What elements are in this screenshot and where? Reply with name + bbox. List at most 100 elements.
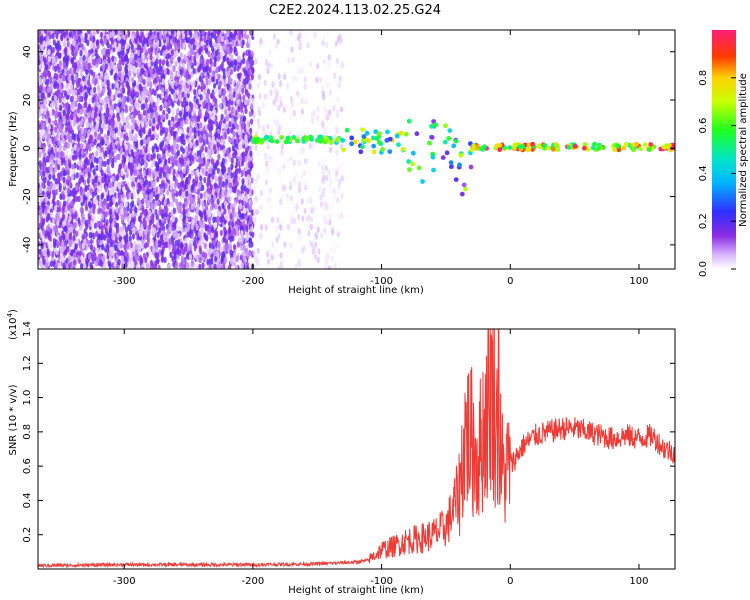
heatmap-cell — [94, 176, 98, 183]
heatmap-cell — [138, 75, 142, 83]
heatmap-cell — [171, 101, 175, 108]
heatmap-cell — [77, 77, 81, 85]
heatmap-cell — [244, 160, 248, 168]
heatmap-cell — [57, 262, 61, 269]
heatmap-cell — [47, 186, 51, 193]
heatmap-cell — [102, 30, 106, 34]
heatmap-cell — [229, 31, 233, 39]
heatmap-cell — [120, 74, 124, 82]
heatmap-cell — [76, 254, 80, 262]
heatmap-cell — [194, 32, 199, 39]
heatmap-cell — [47, 240, 51, 247]
heatmap-cell — [90, 161, 94, 169]
heatmap-cell — [114, 126, 118, 133]
heatmap-cell — [80, 254, 84, 262]
heatmap-cell — [204, 124, 208, 131]
heatmap-cell — [84, 62, 88, 69]
heatmap-cell — [42, 40, 46, 47]
heatmap-cell — [116, 173, 120, 180]
heatmap-cell — [106, 158, 110, 166]
heatmap-cell — [38, 177, 41, 184]
heatmap-cell — [161, 256, 165, 263]
heatmap-cell — [117, 129, 121, 137]
heatmap-cell — [99, 239, 103, 246]
heatmap-cell — [180, 227, 184, 234]
heatmap-cell — [144, 62, 148, 70]
heatmap-cell — [98, 199, 102, 206]
heatmap-cell — [158, 227, 162, 234]
heatmap-cell — [112, 186, 116, 193]
heatmap-cell — [186, 62, 190, 70]
heatmap-cell — [168, 238, 172, 245]
heatmap-cell — [228, 176, 232, 183]
heatmap-cell — [228, 93, 232, 100]
heatmap-cell — [221, 202, 225, 210]
heatmap-cell — [115, 46, 119, 53]
heatmap-cell — [184, 227, 188, 234]
heatmap-cell — [96, 247, 100, 254]
heatmap-cell — [195, 139, 199, 146]
heatmap-cell — [149, 134, 153, 142]
heatmap-cell — [147, 147, 151, 154]
heatmap-cell — [72, 265, 76, 269]
heatmap-cell — [113, 217, 117, 224]
heatmap-cell — [205, 234, 209, 241]
heatmap-cell — [200, 40, 204, 47]
heatmap-cell — [51, 217, 56, 225]
heatmap-cell — [85, 68, 89, 76]
heatmap-cell — [156, 193, 160, 200]
heatmap-cell — [125, 42, 130, 49]
heatmap-cell — [68, 262, 72, 269]
heatmap-cell — [159, 194, 163, 202]
heatmap-cell — [250, 73, 254, 81]
heatmap-cell — [140, 46, 144, 54]
heatmap-cell — [157, 158, 162, 165]
heatmap-cell — [164, 163, 168, 170]
heatmap-cell — [246, 99, 250, 106]
heatmap-cell — [91, 141, 95, 148]
heatmap-cell — [170, 126, 174, 134]
heatmap-cell — [208, 263, 212, 269]
heatmap-cell — [129, 174, 133, 181]
heatmap-cell — [95, 96, 99, 103]
heatmap-cell — [131, 181, 135, 188]
heatmap-cell — [129, 207, 133, 215]
heatmap-cell — [147, 229, 151, 236]
heatmap-cell — [142, 109, 146, 116]
heatmap-cell — [185, 190, 189, 197]
heatmap-cell — [246, 169, 250, 176]
heatmap-cell — [39, 35, 43, 43]
heatmap-cell — [138, 215, 142, 223]
heatmap-cell — [246, 120, 250, 127]
heatmap-cell — [136, 49, 141, 57]
heatmap-cell — [156, 231, 160, 239]
heatmap-cell — [229, 53, 233, 60]
heatmap-cell — [232, 177, 237, 184]
heatmap-cell — [216, 215, 220, 222]
heatmap-cell — [158, 59, 162, 66]
heatmap-cell — [158, 64, 162, 71]
heatmap-cell — [210, 179, 215, 186]
heatmap-cell — [48, 85, 53, 92]
heatmap-cell — [170, 201, 174, 208]
heatmap-cell — [86, 121, 90, 129]
heatmap-cell — [146, 185, 150, 192]
heatmap-cell — [208, 141, 212, 148]
heatmap-cell — [242, 94, 246, 102]
heatmap-cell — [156, 176, 160, 183]
heatmap-cell — [248, 83, 252, 90]
spectrogram-heatmap — [38, 30, 675, 269]
heatmap-cell — [120, 104, 124, 111]
heatmap-cell — [220, 138, 224, 145]
heatmap-cell — [113, 147, 117, 154]
heatmap-cell — [232, 244, 237, 251]
heatmap-cell — [195, 263, 199, 269]
heatmap-cell — [150, 239, 154, 246]
heatmap-cell — [166, 198, 170, 205]
heatmap-cell — [216, 198, 220, 205]
heatmap-cell — [210, 45, 215, 52]
heatmap-cell — [39, 222, 43, 229]
heatmap-cell — [250, 102, 254, 110]
heatmap-cell — [125, 243, 130, 250]
heatmap-cell — [221, 215, 225, 222]
